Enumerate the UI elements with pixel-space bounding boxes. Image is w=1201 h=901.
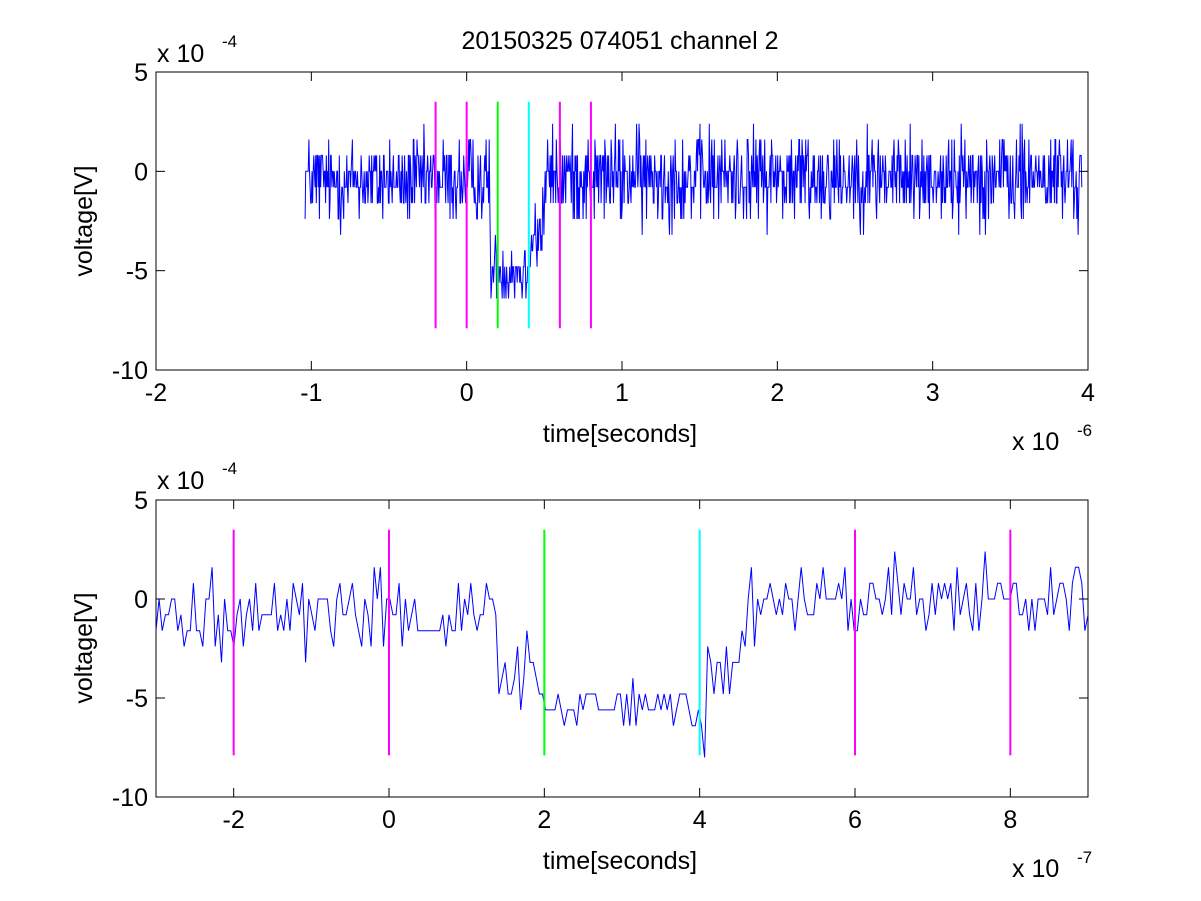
bottom-plot-y-tick-label: 0 xyxy=(134,586,148,614)
top-plot-x-exponent-power: -6 xyxy=(1077,421,1092,440)
top-plot-x-ticks: -2 -1 0 1 2 3 4 xyxy=(145,72,1095,407)
top-plot-x-tick-label: 4 xyxy=(1081,379,1095,407)
bottom-plot-x-tick-label: 4 xyxy=(693,806,707,834)
top-plot-y-exponent-base: x 10 xyxy=(157,40,204,68)
top-plot-x-tick-label: 2 xyxy=(770,379,784,407)
top-plot-x-tick-label: 3 xyxy=(926,379,940,407)
bottom-plot-y-exponent-base: x 10 xyxy=(157,467,204,495)
bottom-plot-x-tick-label: -2 xyxy=(223,806,245,834)
bottom-plot-y-tick-label: 5 xyxy=(134,487,148,515)
bottom-plot: -2 0 2 4 6 8 5 0 -5 -10 x 10 -4 time[seconds] x … xyxy=(70,459,1092,883)
bottom-plot-x-tick-label: 6 xyxy=(848,806,862,834)
bottom-plot-y-exponent-power: -4 xyxy=(222,459,237,478)
top-plot-x-tick-label: -2 xyxy=(145,379,167,407)
bottom-plot-markers xyxy=(232,529,1012,756)
bottom-plot-x-label: time[seconds] xyxy=(543,847,697,875)
top-plot-x-tick-label: 0 xyxy=(460,379,474,407)
top-plot-y-tick-label: -5 xyxy=(126,258,148,286)
bottom-plot-y-tick-label: -5 xyxy=(126,685,148,713)
bottom-plot-y-label: voltage[V] xyxy=(70,592,98,703)
top-plot-y-exponent-power: -4 xyxy=(222,32,237,51)
bottom-plot-x-tick-label: 2 xyxy=(537,806,551,834)
bottom-plot-axes xyxy=(155,499,1089,798)
top-plot-y-tick-label: 0 xyxy=(134,158,148,186)
bottom-plot-x-ticks: -2 0 2 4 6 8 xyxy=(223,500,1017,834)
top-plot-y-tick-label: -10 xyxy=(112,357,148,385)
top-plot-x-tick-label: 1 xyxy=(615,379,629,407)
top-plot-y-ticks: 5 0 -5 -10 xyxy=(112,59,1088,385)
top-plot-x-label: time[seconds] xyxy=(543,420,697,448)
top-plot-y-tick-label: 5 xyxy=(134,59,148,87)
figure-title: 20150325 074051 channel 2 xyxy=(462,27,779,55)
top-plot: -2 -1 0 1 2 3 4 50-5-10 x 10 -4 time[seconds] … xyxy=(70,32,1095,456)
bottom-plot-x-exponent-base: x 10 xyxy=(1012,855,1059,883)
bottom-plot-signal-line xyxy=(155,551,1089,758)
top-plot-markers xyxy=(434,101,592,329)
top-plot-x-exponent-base: x 10 xyxy=(1012,428,1059,456)
bottom-plot-x-tick-label: 0 xyxy=(382,806,396,834)
bottom-plot-y-ticks: 5 0 -5 -10 xyxy=(112,487,1088,812)
bottom-plot-signal-group xyxy=(155,551,1089,758)
bottom-plot-x-exponent-power: -7 xyxy=(1077,848,1092,867)
bottom-plot-y-tick-label: -10 xyxy=(112,784,148,812)
top-plot-x-tick-label: -1 xyxy=(300,379,322,407)
bottom-plot-x-tick-label: 8 xyxy=(1003,806,1017,834)
top-plot-y-label: voltage[V] xyxy=(70,165,98,276)
